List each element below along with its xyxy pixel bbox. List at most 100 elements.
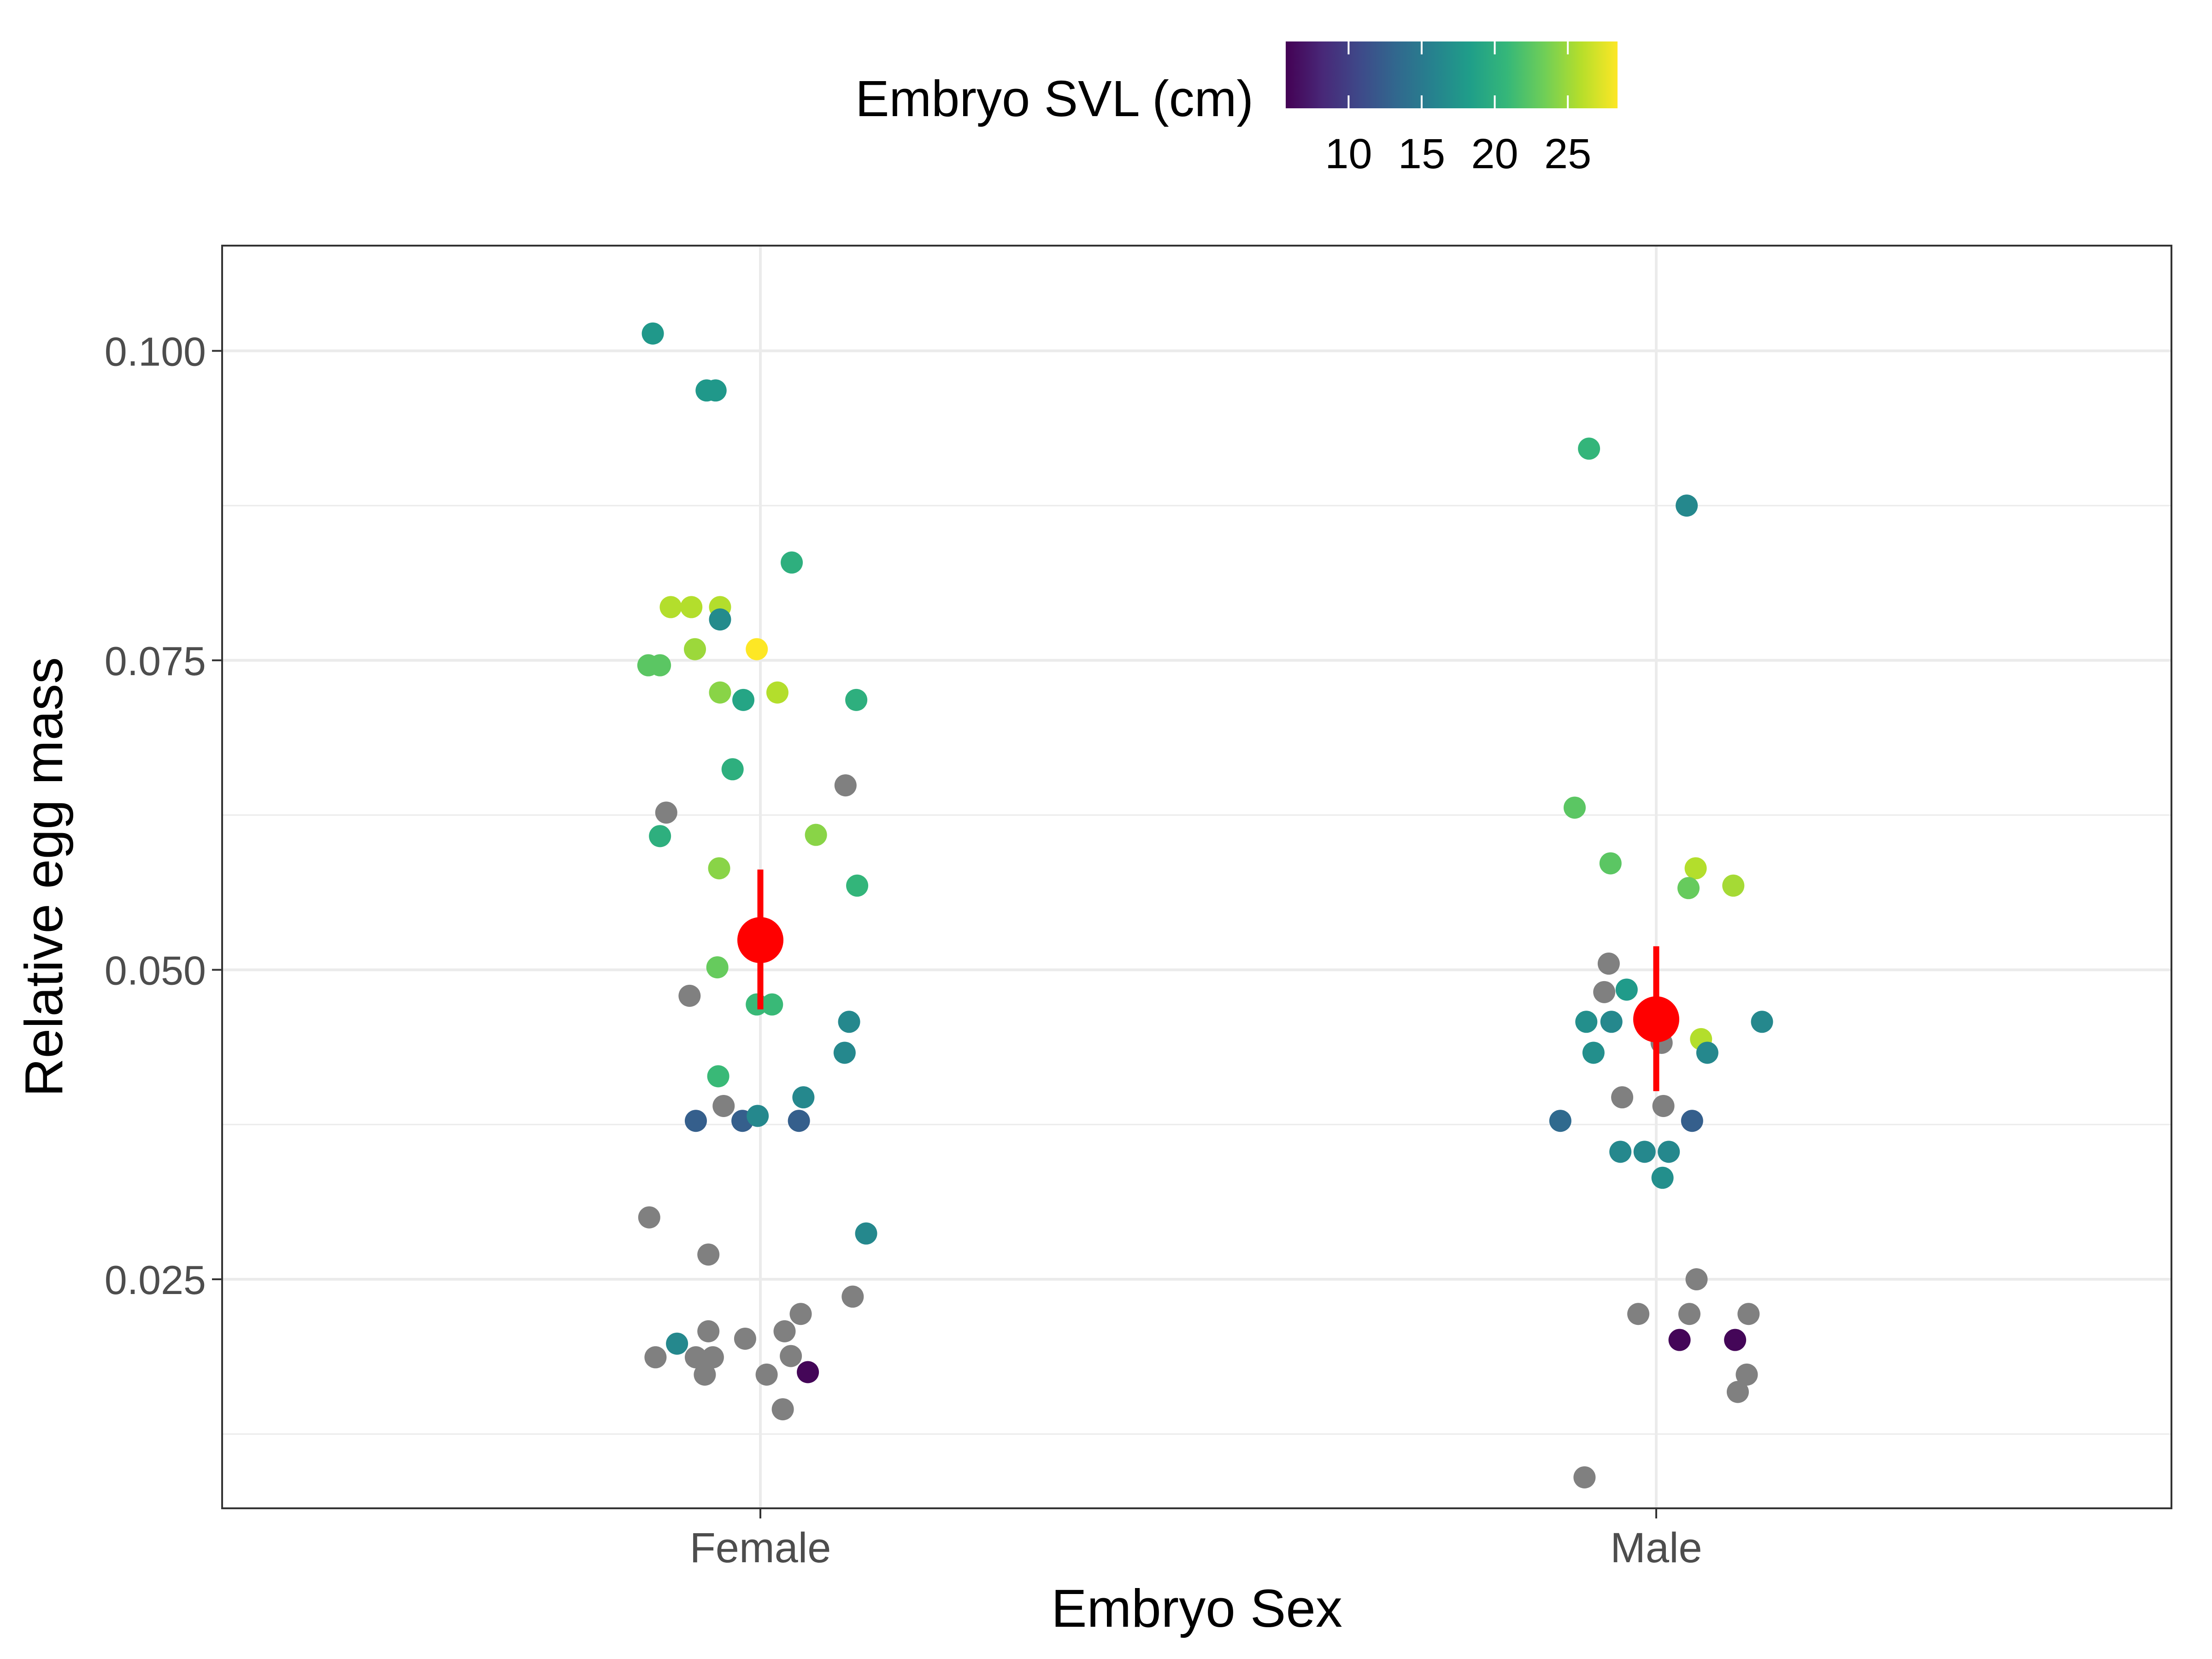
data-point <box>834 774 857 797</box>
data-point <box>1737 1303 1760 1325</box>
data-point <box>701 1346 724 1369</box>
data-point <box>706 956 729 979</box>
y-tick-label: 0.050 <box>105 947 206 993</box>
data-points <box>637 322 1773 1488</box>
data-point <box>644 1346 667 1369</box>
data-point <box>1575 1011 1598 1033</box>
data-point <box>680 596 703 618</box>
data-point <box>792 1086 815 1109</box>
data-point <box>1668 1329 1691 1351</box>
mean-point <box>1633 996 1679 1042</box>
data-point <box>1611 1086 1634 1109</box>
x-tick-label: Male <box>1610 1524 1702 1571</box>
data-point <box>707 1065 729 1088</box>
data-point <box>841 1285 864 1308</box>
data-point <box>838 1011 860 1033</box>
plot-border <box>221 245 2172 1509</box>
data-point <box>678 984 701 1007</box>
data-point <box>721 758 744 781</box>
data-point <box>797 1361 819 1383</box>
data-point <box>649 825 671 847</box>
data-point <box>746 638 768 660</box>
colorbar-legend: Embryo SVL (cm) 10 15 20 25 <box>855 41 1618 177</box>
data-point <box>697 1243 720 1266</box>
colorbar-tick-label: 25 <box>1544 130 1591 177</box>
plot-panel <box>222 246 2171 1508</box>
data-point <box>833 1041 856 1064</box>
data-point <box>704 379 727 402</box>
data-point <box>684 1110 707 1132</box>
data-point <box>666 1332 688 1355</box>
data-point <box>771 1398 794 1421</box>
data-point <box>1751 1011 1773 1033</box>
colorbar-tick-label: 20 <box>1471 130 1518 177</box>
data-point <box>1582 1041 1605 1064</box>
data-point <box>1684 857 1707 880</box>
data-point <box>734 1327 756 1350</box>
data-point <box>1678 1303 1700 1325</box>
data-point <box>1633 1141 1656 1163</box>
data-point <box>1573 1466 1596 1488</box>
x-axis-title: Embryo Sex <box>1051 1578 1342 1638</box>
data-point <box>1722 874 1745 897</box>
data-point <box>694 1363 716 1386</box>
colorbar <box>1286 41 1618 108</box>
minor-gridlines <box>222 505 2171 1435</box>
data-point <box>684 638 706 660</box>
data-point <box>708 857 730 880</box>
data-point <box>649 654 671 677</box>
data-point <box>855 1222 877 1245</box>
data-point <box>709 681 731 704</box>
data-point <box>755 1363 778 1386</box>
colorbar-tick-label: 10 <box>1325 130 1372 177</box>
data-point <box>1681 1110 1703 1132</box>
data-point <box>773 1320 796 1342</box>
data-point <box>732 688 755 711</box>
data-point <box>766 681 788 704</box>
data-point <box>781 551 803 574</box>
data-point <box>1627 1303 1650 1325</box>
data-point <box>1549 1110 1571 1132</box>
data-point <box>788 1110 810 1132</box>
data-point <box>1564 796 1586 819</box>
data-point <box>1726 1381 1749 1403</box>
data-point <box>845 688 868 711</box>
mean-errorbars <box>737 869 1679 1091</box>
data-point <box>1658 1141 1680 1163</box>
data-point <box>1685 1268 1708 1291</box>
data-point <box>747 1105 769 1127</box>
legend-title: Embryo SVL (cm) <box>855 71 1253 127</box>
y-tick-label: 0.075 <box>105 638 206 684</box>
data-point <box>655 801 677 824</box>
data-point <box>638 1206 660 1229</box>
y-tick-label: 0.025 <box>105 1257 206 1303</box>
data-point <box>1597 953 1620 975</box>
data-point <box>1724 1329 1747 1351</box>
y-axis-title: Relative egg mass <box>14 657 74 1097</box>
data-point <box>659 596 682 618</box>
data-point <box>1696 1041 1718 1064</box>
data-point <box>1652 1094 1675 1117</box>
data-point <box>1599 852 1622 875</box>
colorbar-tick-label: 15 <box>1398 130 1445 177</box>
data-point <box>1676 494 1698 517</box>
y-tick-label: 0.100 <box>105 329 206 374</box>
data-point <box>789 1303 812 1325</box>
data-point <box>1677 877 1700 900</box>
x-tick-label: Female <box>690 1524 831 1571</box>
data-point <box>1651 1166 1674 1189</box>
data-point <box>697 1320 720 1342</box>
data-point <box>1735 1363 1758 1386</box>
mean-point <box>737 917 783 963</box>
data-point <box>846 874 869 897</box>
data-point <box>1600 1011 1623 1033</box>
data-point <box>761 993 783 1016</box>
colorbar-ticks: 10 15 20 25 <box>1325 41 1591 177</box>
data-point <box>1593 981 1616 1003</box>
data-point <box>1609 1141 1632 1163</box>
x-axis: Female Male <box>690 1508 1702 1571</box>
data-point <box>1578 437 1600 460</box>
data-point <box>1615 978 1638 1001</box>
y-axis: 0.025 0.050 0.075 0.100 <box>105 329 222 1303</box>
